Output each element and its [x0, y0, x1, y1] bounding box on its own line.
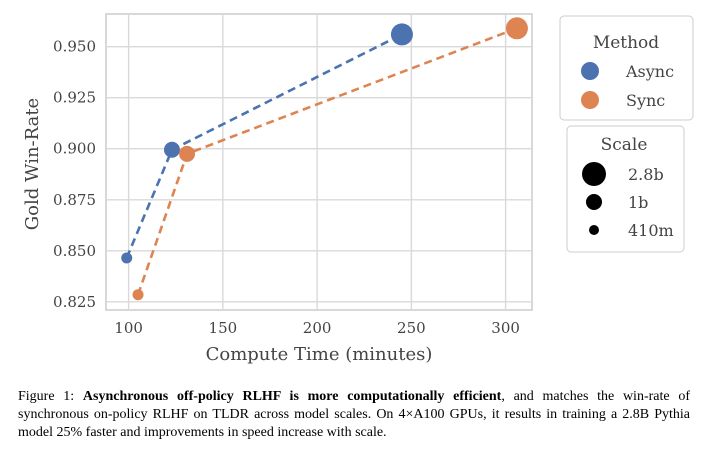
plot-area — [105, 13, 533, 311]
legend-method-title: Method — [593, 33, 659, 53]
plot-background — [105, 13, 533, 311]
caption-bold: Asynchronous off-policy RLHF is more com… — [82, 389, 502, 404]
x-axis-label: Compute Time (minutes) — [206, 344, 433, 365]
point-async-410m — [121, 252, 133, 264]
point-sync-1b — [179, 145, 196, 162]
x-tick-label: 200 — [303, 319, 332, 337]
legend-method: Method Async Sync — [559, 15, 694, 121]
x-tick-label: 100 — [114, 319, 143, 337]
series-points — [121, 17, 528, 301]
caption-rest: , and matches the win-rate of synchronou… — [18, 389, 690, 440]
x-tick-label: 300 — [491, 319, 520, 337]
point-async-1b — [163, 141, 180, 158]
legend-scale-410m-marker — [589, 225, 599, 235]
legend-sync-label: Sync — [626, 91, 665, 110]
legend-scale-2-8b-label: 2.8b — [628, 165, 664, 184]
legend-scale-1b-marker — [586, 194, 602, 210]
chart: 100 150 200 250 300 0.825 0.850 0.875 0.900 0.92… — [22, 13, 694, 365]
legend-async-label: Async — [625, 62, 674, 81]
legend-scale-410m-label: 410m — [628, 221, 674, 240]
y-tick-label: 0.825 — [53, 293, 96, 311]
x-tick-labels: 100 150 200 250 300 — [114, 319, 520, 337]
point-async-2-8b — [390, 23, 413, 46]
y-tick-label: 0.850 — [53, 242, 96, 260]
legend-scale-frame — [566, 125, 685, 253]
legend-scale-2-8b-marker — [582, 162, 606, 186]
grid — [106, 14, 532, 310]
legend-scale-title: Scale — [601, 135, 648, 155]
y-tick-label: 0.925 — [53, 89, 96, 107]
point-sync-2-8b — [505, 17, 528, 40]
y-tick-labels: 0.825 0.850 0.875 0.900 0.925 0.950 — [53, 38, 96, 311]
y-axis-label: Gold Win-Rate — [22, 98, 43, 230]
legend-async-marker — [581, 62, 599, 80]
legend-sync-marker — [581, 91, 599, 109]
legend-scale: Scale 2.8b 1b 410m — [566, 125, 685, 253]
x-tick-label: 150 — [209, 319, 238, 337]
caption-label: Figure 1: — [18, 389, 75, 404]
y-tick-label: 0.875 — [53, 191, 96, 209]
point-sync-410m — [132, 289, 144, 301]
y-tick-label: 0.950 — [53, 38, 96, 56]
y-tick-label: 0.900 — [53, 140, 96, 158]
figure-caption: Figure 1: Asynchronous off-policy RLHF i… — [18, 388, 690, 442]
legend-scale-1b-label: 1b — [628, 193, 648, 212]
x-tick-label: 250 — [397, 319, 426, 337]
